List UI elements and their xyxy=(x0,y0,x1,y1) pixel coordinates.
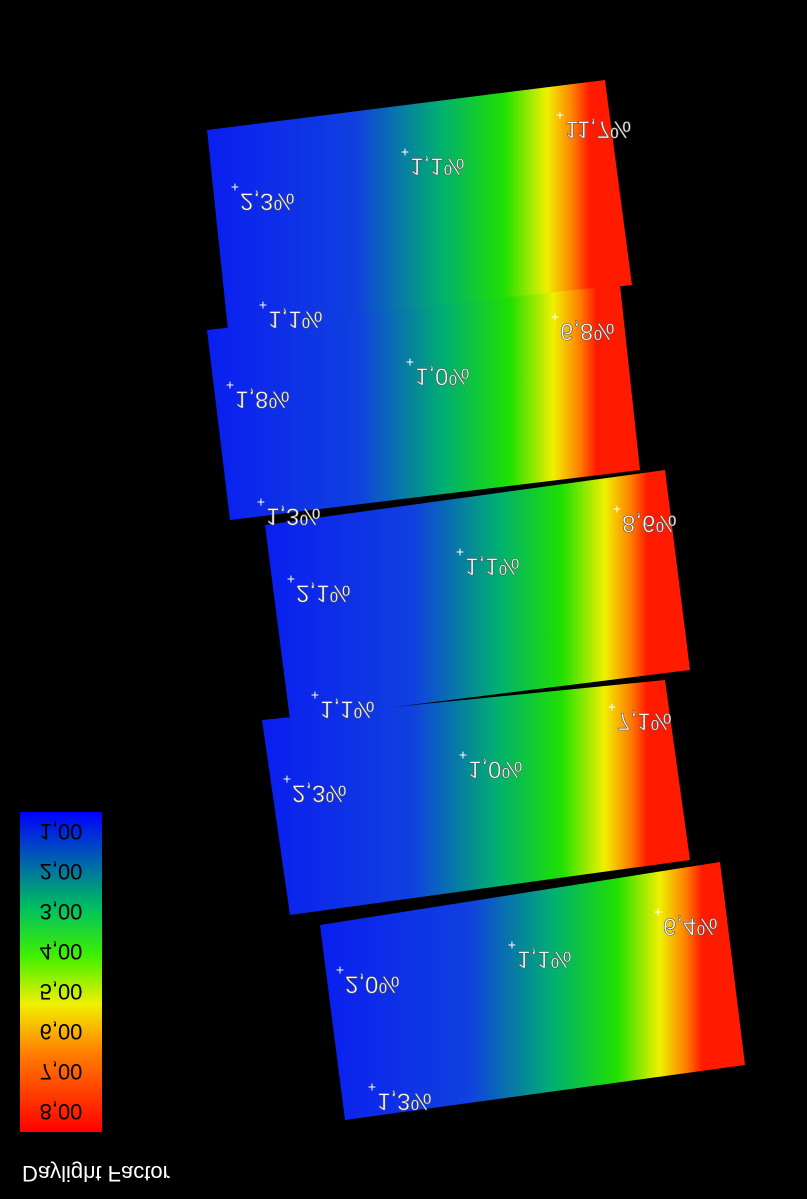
df-annotation: 1,1% xyxy=(320,696,375,723)
plus-marker: + xyxy=(613,501,621,517)
slab xyxy=(265,470,690,720)
floor-slabs xyxy=(207,80,745,1120)
df-annotation: 2,3% xyxy=(240,188,295,215)
plus-marker: + xyxy=(459,747,467,763)
df-annotation: 6,4% xyxy=(663,913,718,940)
legend-tick-label: 7,00 xyxy=(40,1059,83,1084)
df-annotation: 1,1% xyxy=(410,153,465,180)
plus-marker: + xyxy=(654,904,662,920)
legend-tick-label: 1,00 xyxy=(40,819,83,844)
legend-tick-label: 2,00 xyxy=(40,859,83,884)
plus-marker: + xyxy=(551,309,559,325)
slab xyxy=(207,285,640,520)
plus-marker: + xyxy=(401,144,409,160)
df-annotation: 11,7% xyxy=(565,116,631,143)
plus-marker: + xyxy=(226,377,234,393)
plus-marker: + xyxy=(406,354,414,370)
df-annotation: 7,1% xyxy=(617,708,672,735)
plus-marker: + xyxy=(283,771,291,787)
plus-marker: + xyxy=(508,937,516,953)
df-annotation: 6,8% xyxy=(560,318,615,345)
plus-marker: + xyxy=(608,699,616,715)
plus-marker: + xyxy=(257,494,265,510)
legend-tick-label: 5,00 xyxy=(40,979,83,1004)
plus-marker: + xyxy=(231,179,239,195)
legend-title: Daylight Factor xyxy=(22,1161,170,1186)
df-annotation: 1,1% xyxy=(268,306,323,333)
df-annotation: 1,1% xyxy=(465,553,520,580)
plus-marker: + xyxy=(287,571,295,587)
legend-tick-label: 4,00 xyxy=(40,939,83,964)
legend-tick-label: 8,00 xyxy=(40,1099,83,1124)
color-bar xyxy=(20,812,102,1132)
df-annotation: 2,1% xyxy=(296,580,351,607)
df-annotation: 1,1% xyxy=(517,946,572,973)
df-annotation: 2,0% xyxy=(345,971,400,998)
df-annotation: 8,6% xyxy=(622,510,677,537)
plus-marker: + xyxy=(259,297,267,313)
slab xyxy=(320,862,745,1120)
plus-marker: + xyxy=(311,687,319,703)
df-annotation: 1,3% xyxy=(377,1088,432,1115)
plus-marker: + xyxy=(556,107,564,123)
df-annotation: 1,0% xyxy=(468,756,523,783)
plus-marker: + xyxy=(336,962,344,978)
df-annotation: 1,8% xyxy=(235,386,290,413)
legend-tick-label: 3,00 xyxy=(40,899,83,924)
df-annotation: 1,3% xyxy=(266,503,321,530)
df-annotation: 1,0% xyxy=(415,363,470,390)
df-annotation: 2,3% xyxy=(292,780,347,807)
slab xyxy=(262,680,690,915)
plus-marker: + xyxy=(456,544,464,560)
plus-marker: + xyxy=(368,1079,376,1095)
slab xyxy=(207,80,632,330)
legend-tick-label: 6,00 xyxy=(40,1019,83,1044)
